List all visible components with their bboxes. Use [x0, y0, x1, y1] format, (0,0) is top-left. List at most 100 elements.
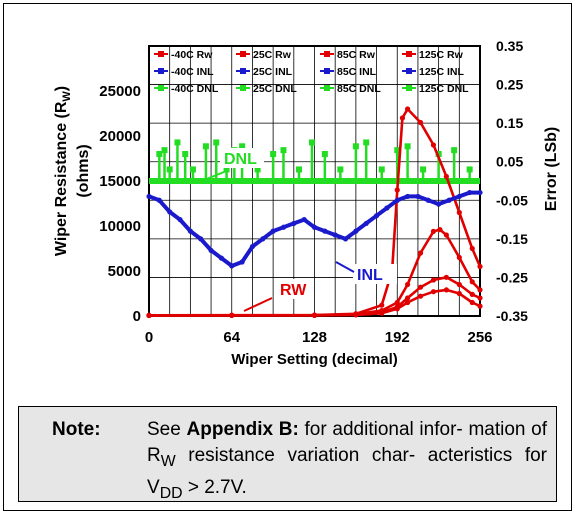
annotation-bg [220, 148, 264, 168]
series-dnl-marker [321, 151, 328, 157]
note-text: See Appendix B: for additional infor- ma… [147, 419, 548, 502]
series-point [443, 173, 449, 180]
series-dnl-marker [466, 166, 473, 173]
series-dnl-marker [404, 143, 411, 150]
series-point [417, 284, 424, 290]
series-dnl-marker [270, 151, 277, 157]
y-right-tick-label: 0.25 [496, 77, 523, 93]
series-dnl-marker [378, 166, 385, 173]
series-point [404, 193, 411, 200]
legend-label: 125C DNL [419, 83, 469, 95]
series-point [399, 115, 406, 121]
legend-label: 85C INL [337, 66, 377, 78]
y-left-axis-units: (ohms) [75, 144, 92, 197]
legend-label: -40C INL [171, 66, 214, 78]
series-point [469, 245, 475, 252]
legend-marker [406, 68, 412, 74]
series-dnl-marker [451, 147, 458, 154]
legend-marker [158, 68, 164, 74]
note-appendix-ref: Appendix B: [186, 419, 299, 440]
y-right-tick-label: 0.35 [496, 38, 523, 54]
series-point [379, 310, 385, 316]
series-point [477, 295, 483, 301]
legend-marker [158, 85, 164, 91]
series-point [229, 312, 235, 319]
series-dnl-marker [174, 139, 181, 146]
series-point [167, 209, 173, 215]
legend-label: 125C INL [419, 66, 465, 78]
series-dnl-marker [156, 151, 163, 157]
series-dnl-marker [202, 143, 209, 150]
series-dnl-marker [280, 147, 287, 154]
series-point [394, 306, 400, 312]
series-dnl-marker [223, 166, 230, 173]
series-point [446, 197, 452, 203]
series-point [187, 228, 193, 234]
series-point [208, 247, 214, 254]
series-point [443, 274, 449, 280]
y-right-tick-label: -0.35 [496, 308, 528, 324]
series-point [353, 312, 359, 318]
legend-marker [158, 51, 164, 57]
series-point [456, 281, 462, 288]
series-point [311, 224, 318, 230]
series-point [146, 312, 152, 319]
chart: 0 64 128 192 256 0 5000 10000 15000 20000 25000 0.3… [53, 38, 560, 368]
x-tick-label: 64 [223, 329, 240, 346]
series-point [456, 209, 462, 216]
series-point [469, 299, 475, 306]
series-dnl-marker [308, 139, 315, 146]
series-point [415, 193, 421, 200]
series-point [301, 216, 307, 223]
series-point [332, 232, 338, 238]
annotation-arrow [243, 297, 273, 312]
y-right-tick-label: -0.05 [496, 192, 528, 208]
series-point [469, 279, 475, 285]
series-point [456, 254, 462, 261]
x-tick-label: 0 [145, 329, 153, 346]
y-left-tick-label: 0 [133, 308, 141, 325]
x-tick-label: 192 [385, 329, 410, 346]
series-point [280, 224, 287, 230]
series-point [249, 243, 256, 250]
legend-label: -40C DNL [171, 83, 219, 95]
y-left-tick-label: 10000 [99, 218, 141, 235]
series-point [342, 236, 349, 242]
series-point [477, 189, 483, 196]
series-point [404, 281, 411, 288]
legend-label: 125C Rw [419, 49, 464, 61]
figure-frame: 0 64 128 192 256 0 5000 10000 15000 20000 25000 0.3… [3, 3, 572, 511]
legend-marker [406, 51, 412, 57]
series-point [270, 228, 276, 234]
series-point [436, 201, 442, 207]
series-point [394, 197, 400, 203]
x-tick-label: 256 [467, 329, 492, 346]
series-point [379, 302, 385, 308]
series-point [146, 193, 152, 200]
annotation-arrow [335, 261, 355, 273]
series-dnl-marker [420, 166, 427, 173]
y-left-axis-label: Wiper Resistance (RW) [53, 86, 73, 256]
y-left-tick-label: 5000 [108, 263, 141, 280]
series-point [404, 295, 411, 301]
series-point [469, 291, 475, 297]
series-dnl-band [149, 178, 480, 184]
note-label: Note: [52, 419, 101, 440]
series-point [425, 197, 431, 203]
legend-marker [240, 51, 246, 57]
series-point [239, 259, 245, 265]
annotation-dnl: DNL [224, 151, 257, 168]
series-point [430, 142, 437, 148]
annotation-bg [353, 264, 397, 284]
series-point [311, 312, 318, 318]
series-point [477, 303, 483, 309]
y-right-tick-label: -0.15 [496, 231, 528, 247]
series-point [456, 193, 462, 200]
series-dnl-marker [182, 151, 189, 157]
series-dnl-marker [337, 166, 344, 173]
y-right-tick-label: 0.15 [496, 115, 523, 131]
series-dnl-marker [352, 143, 359, 150]
x-tick-label: 128 [302, 329, 327, 346]
series-point [322, 228, 328, 234]
series-point [384, 205, 390, 211]
